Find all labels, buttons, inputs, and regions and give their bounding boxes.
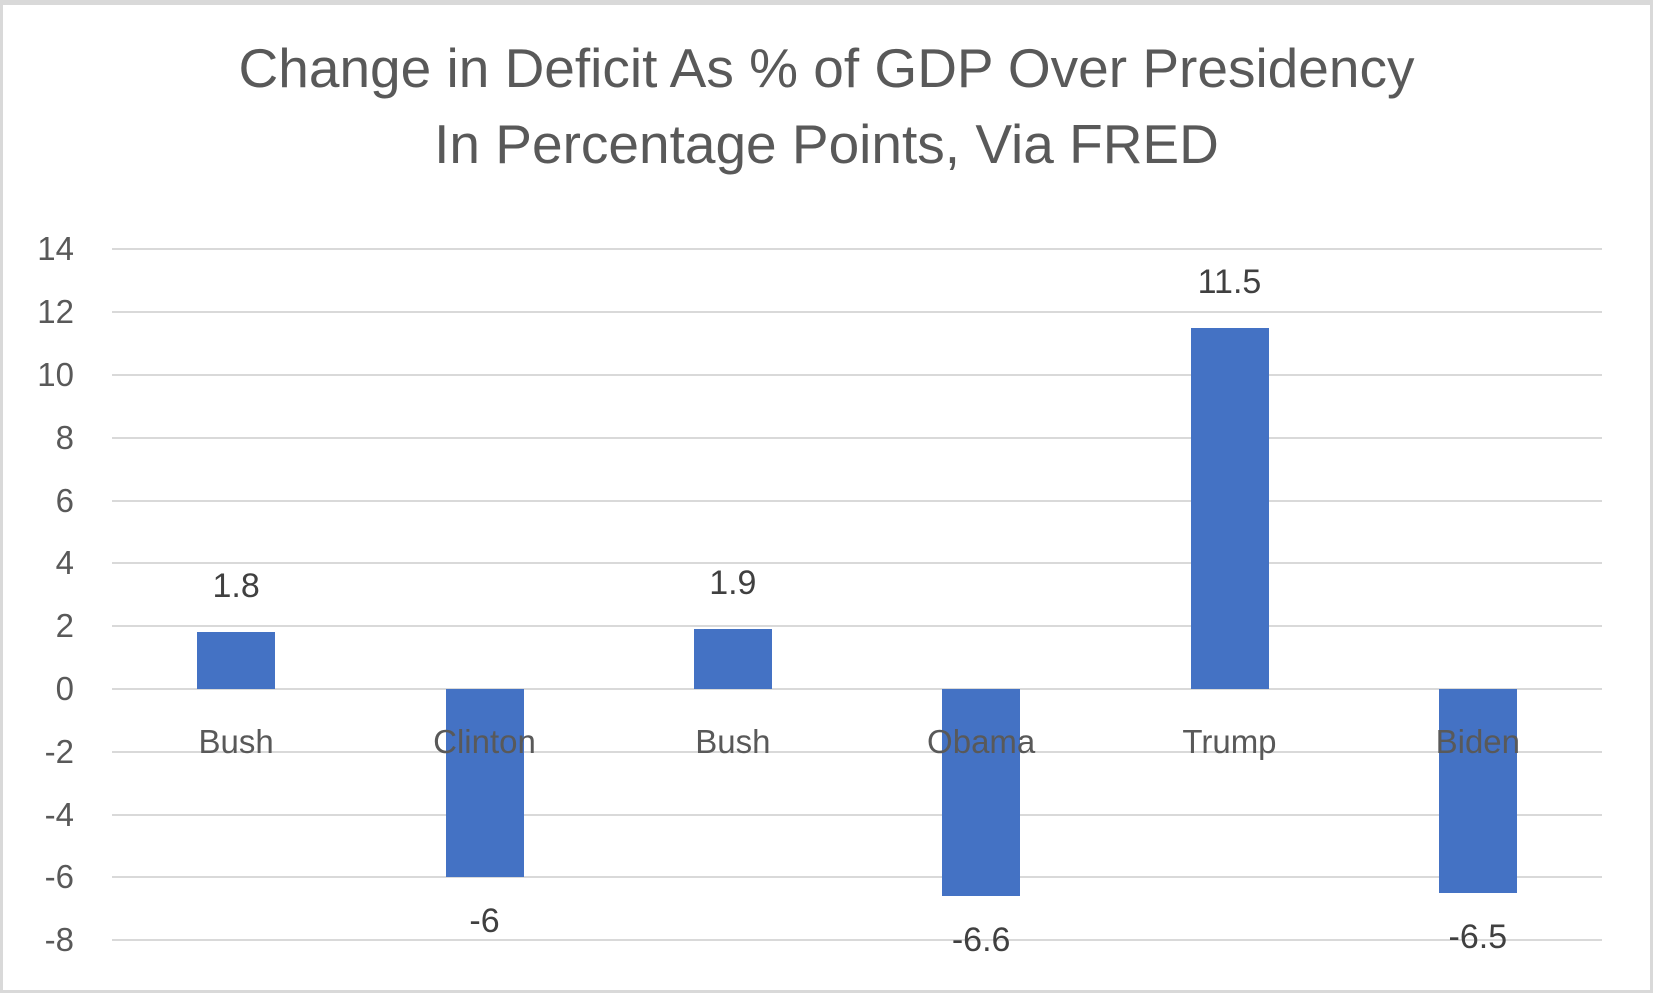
gridline-y--6	[112, 876, 1602, 879]
y-axis-tick-label: 0	[55, 670, 74, 707]
gridline-y-6	[112, 499, 1602, 502]
category-label: Trump	[1182, 723, 1277, 760]
chart-title-line2: In Percentage Points, Via FRED	[434, 113, 1219, 175]
bar-value-label: 1.9	[709, 564, 757, 603]
gridline-y-0	[112, 688, 1602, 690]
category-label: Bush	[198, 723, 274, 760]
category-label: Clinton	[433, 723, 536, 760]
gridline-y-12	[112, 311, 1602, 314]
gridline-y-10	[112, 373, 1602, 376]
bar-bush-0	[197, 632, 276, 689]
y-axis-tick-label: -8	[44, 921, 74, 959]
y-axis-tick-label: -6	[44, 858, 74, 896]
bar-value-label: -6	[469, 902, 500, 941]
bar-bush-2	[693, 629, 772, 689]
bar-clinton-1	[445, 689, 524, 878]
category-label: Obama	[927, 723, 1036, 760]
bar-value-label: 11.5	[1197, 262, 1262, 301]
category-label: Biden	[1435, 723, 1521, 760]
gridline-y-2	[112, 625, 1602, 628]
bar-value-label: -6.6	[951, 921, 1011, 960]
gridline-y-4	[112, 562, 1602, 565]
bar-biden-5	[1438, 689, 1517, 894]
y-axis-tick-label: -4	[44, 795, 74, 833]
gridline-y-14	[112, 248, 1602, 251]
y-axis-tick-label: 8	[55, 418, 74, 456]
chart-title: Change in Deficit As % of GDP Over Presi…	[0, 30, 1653, 182]
gridline-y--2	[112, 750, 1602, 753]
gridline-y-8	[112, 436, 1602, 439]
gridline-y--8	[112, 939, 1602, 942]
category-label: Bush	[695, 723, 771, 760]
y-axis-tick-label: 14	[37, 230, 74, 268]
y-axis-tick-label: 10	[37, 355, 74, 393]
y-axis-tick-label: 4	[55, 544, 74, 582]
bar-obama-3	[942, 689, 1021, 897]
y-axis-tick-label: 12	[37, 293, 74, 331]
chart-title-line1: Change in Deficit As % of GDP Over Presi…	[238, 37, 1415, 99]
bar-value-label: 1.8	[212, 567, 260, 606]
bar-trump-4	[1190, 327, 1269, 689]
bar-value-label: -6.5	[1448, 918, 1508, 957]
y-axis-tick-label: -2	[44, 732, 74, 770]
y-axis-tick-label: 6	[55, 481, 74, 519]
gridline-y--4	[112, 813, 1602, 816]
y-axis-tick-label: 2	[55, 607, 74, 645]
